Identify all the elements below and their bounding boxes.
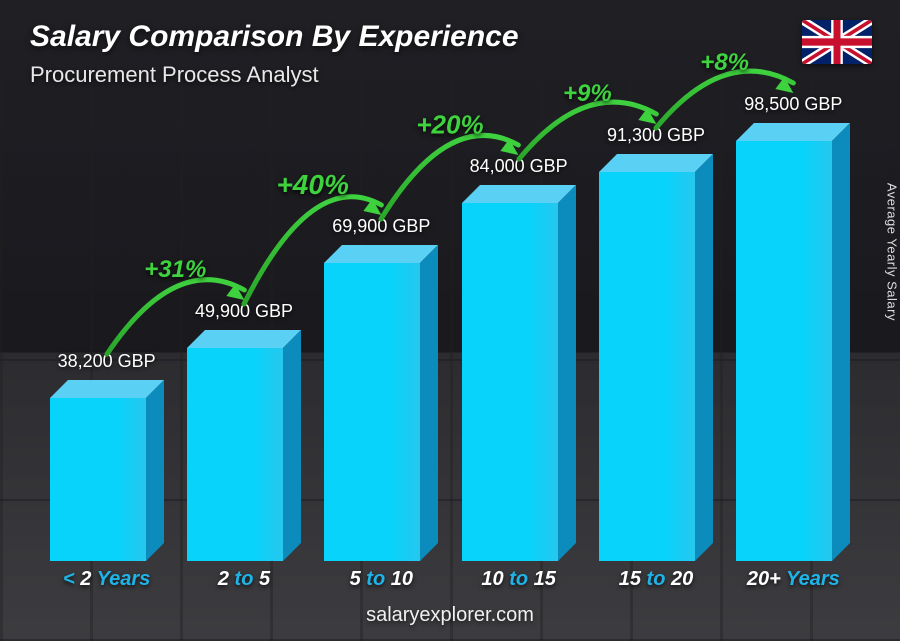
bar-side: [283, 330, 301, 561]
bar-front: [50, 398, 146, 561]
bar-side: [420, 245, 438, 561]
bar: [50, 380, 164, 561]
bar: [736, 123, 850, 561]
bar: [462, 185, 576, 561]
bar: [599, 154, 713, 561]
page-title: Salary Comparison By Experience: [30, 20, 519, 54]
bar-group: 98,500 GBP20+ Years: [725, 100, 862, 591]
bar-front: [187, 348, 283, 561]
increase-percent-label: +8%: [700, 49, 749, 77]
bar-category-label: 20+ Years: [747, 568, 840, 591]
bar-category-label: 15 to 20: [619, 568, 694, 591]
increase-percent-label: +31%: [144, 256, 206, 284]
bar-category-label: 5 to 10: [350, 568, 413, 591]
bar-side: [558, 185, 576, 561]
bar-category-label: 10 to 15: [481, 568, 556, 591]
increase-arc: +8%: [636, 35, 813, 144]
increase-percent-label: +40%: [276, 169, 348, 201]
bar-front: [462, 203, 558, 561]
infographic-stage: Salary Comparison By Experience Procurem…: [0, 0, 900, 641]
bar-category-label: 2 to 5: [218, 568, 270, 591]
bar-side: [832, 123, 850, 561]
bar-side: [146, 380, 164, 561]
bar-front: [599, 172, 695, 561]
bar-top: [50, 380, 164, 398]
page-subtitle: Procurement Process Analyst: [30, 62, 319, 88]
salary-bar-chart: 38,200 GBP< 2 Years49,900 GBP2 to 569,90…: [0, 100, 900, 591]
bar-front: [736, 141, 832, 561]
footer-attribution: salaryexplorer.com: [0, 604, 900, 627]
increase-percent-label: +9%: [563, 80, 612, 108]
bar-category-label: < 2 Years: [63, 568, 150, 591]
bar-side: [695, 154, 713, 561]
increase-percent-label: +20%: [416, 110, 483, 141]
